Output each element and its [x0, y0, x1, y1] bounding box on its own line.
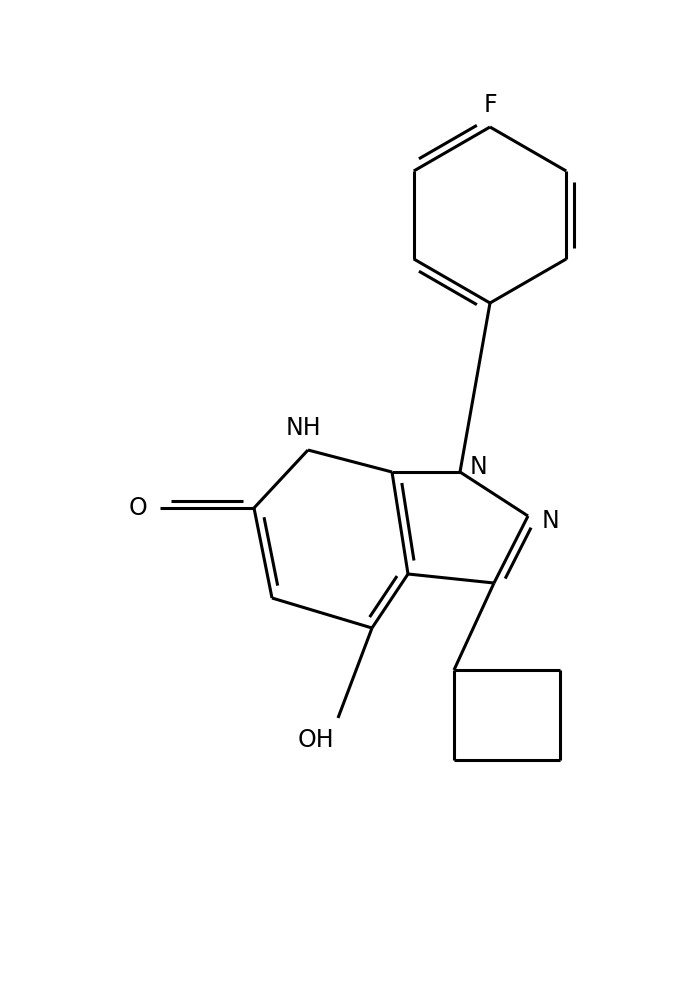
Text: OH: OH	[298, 728, 334, 752]
Text: NH: NH	[285, 416, 321, 440]
Text: F: F	[483, 93, 497, 117]
Text: N: N	[469, 455, 487, 479]
Text: O: O	[129, 496, 147, 520]
Text: N: N	[541, 509, 559, 533]
